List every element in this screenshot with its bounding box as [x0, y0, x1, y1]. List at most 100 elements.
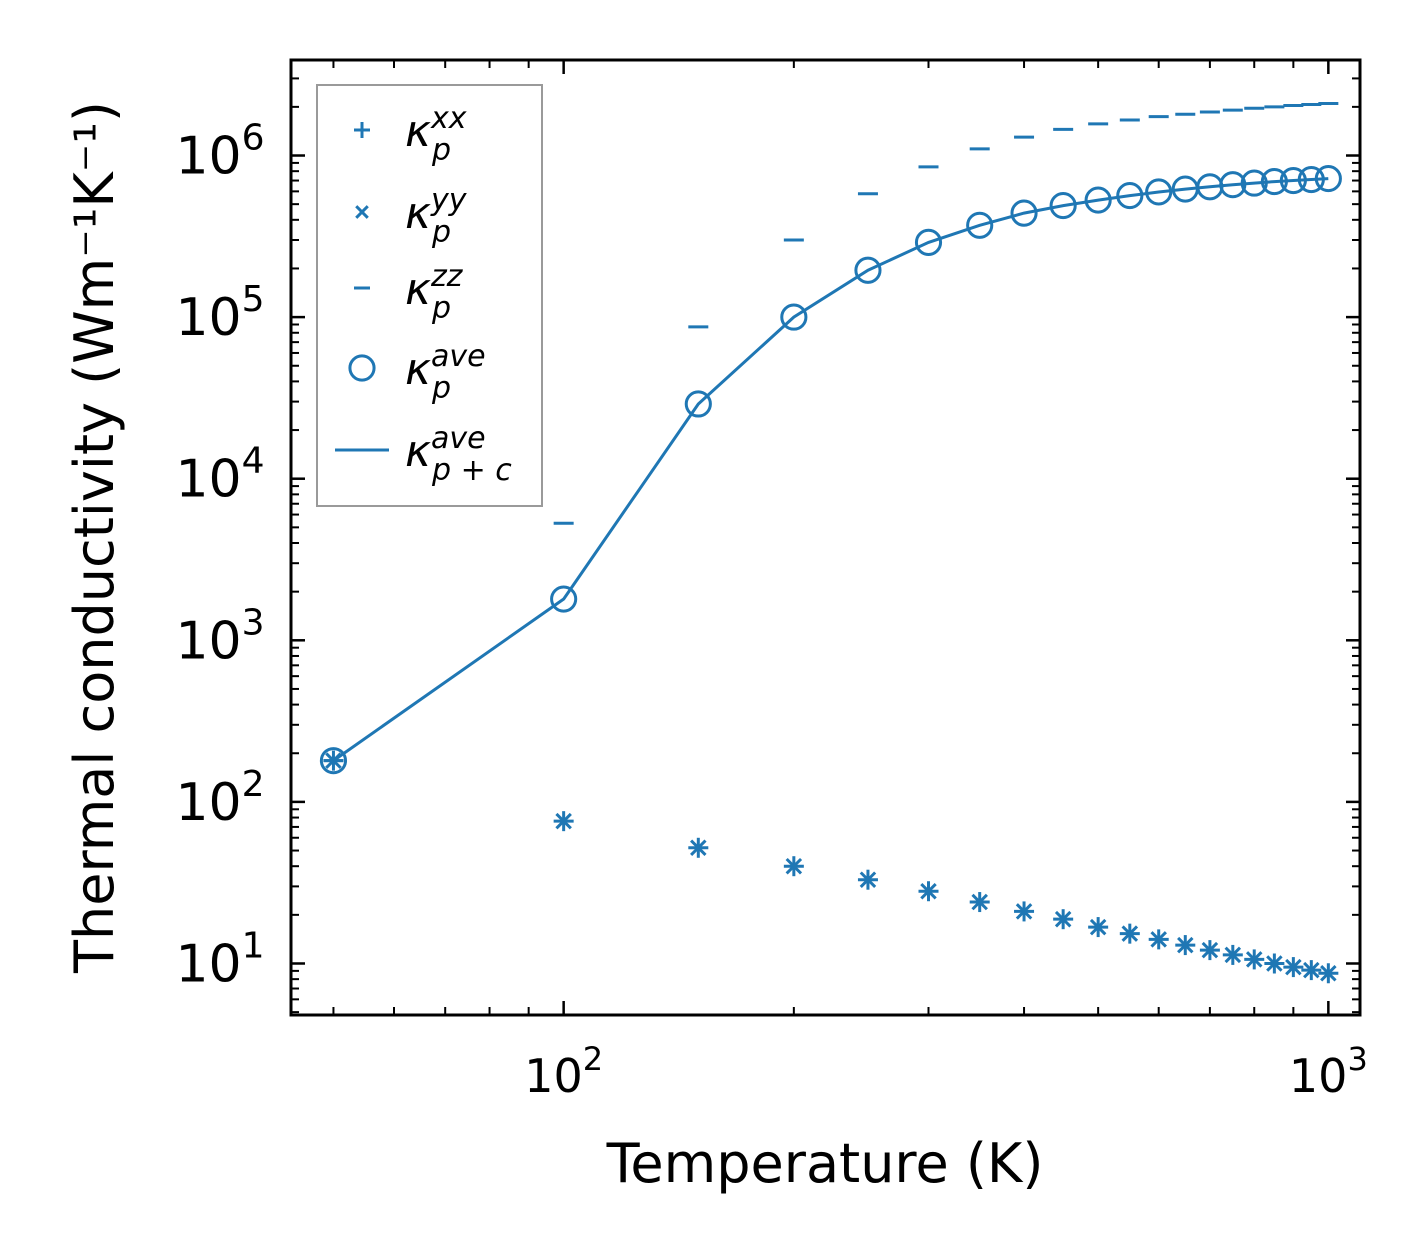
series-line [332, 177, 1329, 762]
legend-label-sub: p [431, 291, 451, 326]
data-point-ring [780, 303, 808, 331]
y-tick-label: 105 [175, 279, 264, 348]
data-point [1054, 910, 1072, 928]
data-point-d2 [690, 839, 707, 857]
data-point-ring [854, 256, 882, 284]
legend-label-sub: p [431, 133, 451, 168]
data-point-ring [1049, 192, 1077, 220]
data-point [1015, 903, 1033, 920]
legend-marker [355, 205, 369, 219]
legend-label: κzz [405, 259, 464, 315]
legend-marker-d2 [355, 205, 369, 219]
data-point [1285, 958, 1302, 976]
data-point [1245, 951, 1263, 968]
data-point-ring [1010, 199, 1038, 227]
y-tick-label: 103 [175, 602, 264, 671]
data-point [1150, 931, 1167, 948]
legend-label: κxx [405, 101, 467, 157]
data-point [1121, 925, 1139, 942]
y-tick-label: 101 [175, 925, 264, 994]
series-kappa_p^xx [323, 750, 1339, 984]
data-point-ring [550, 585, 578, 613]
data-point [854, 256, 882, 284]
data-point [1089, 918, 1107, 936]
data-point-d2 [1285, 958, 1302, 976]
data-point-d2 [1015, 903, 1033, 920]
data-point-ring [319, 747, 348, 775]
legend-label: κave [405, 421, 486, 477]
y-tick-labels: 101 102 103 104 105 106 [175, 118, 264, 995]
data-point [1266, 955, 1283, 972]
data-point [1084, 186, 1112, 214]
data-point-ring [914, 228, 943, 256]
data-point [684, 390, 712, 418]
data-point-d2 [971, 893, 988, 911]
legend-box [316, 84, 543, 507]
data-point-ring [1084, 186, 1112, 214]
legend-label: κyy [405, 183, 468, 239]
data-point [920, 882, 937, 900]
data-point [1010, 199, 1038, 227]
data-point-d2 [555, 812, 572, 830]
x-tick-label: 102 [524, 1040, 603, 1103]
data-point [1201, 941, 1219, 959]
y-axis-label: Thermal conductivity (Wm⁻¹K⁻¹) [63, 101, 126, 974]
legend-label: κave [405, 339, 486, 395]
x-axis-label: Temperature (K) [606, 1132, 1044, 1195]
series-kappa_p+c^ave [332, 177, 1329, 762]
y-tick-label: 106 [175, 118, 264, 187]
data-point-d2 [1224, 946, 1242, 964]
data-point [690, 839, 707, 857]
data-point-d2 [785, 857, 803, 875]
plot-frame [289, 58, 1362, 1017]
x-tick-label: 103 [1289, 1040, 1368, 1103]
data-point [1224, 946, 1242, 964]
data-point [1303, 961, 1320, 979]
legend-marker-ring [348, 354, 376, 382]
data-point [1177, 936, 1194, 954]
data-point-d2 [1266, 955, 1283, 972]
legend-label-sub: p [431, 371, 451, 406]
data-point-d2 [1121, 925, 1139, 942]
data-point-d2 [1201, 941, 1219, 959]
data-point [555, 812, 572, 830]
legend-label-sub: p + c [431, 453, 512, 488]
data-point [550, 585, 578, 613]
data-point-d2 [1089, 918, 1107, 936]
data-point [971, 893, 988, 911]
data-point [859, 871, 877, 888]
data-point [1320, 965, 1337, 982]
y-tick-label: 102 [175, 764, 264, 833]
data-point-d2 [920, 882, 937, 900]
plot-data [319, 101, 1342, 984]
data-point [780, 303, 808, 331]
data-point-d2 [1150, 931, 1167, 948]
data-point-ring [966, 211, 994, 239]
data-point [1049, 192, 1077, 220]
data-point-d2 [1320, 965, 1337, 982]
series-kappa_p^zz [323, 101, 1339, 763]
data-point-d2 [859, 871, 877, 888]
data-point-d2 [1054, 910, 1072, 928]
data-point-d2 [1245, 951, 1263, 968]
x-tick-labels: 102 103 [524, 1040, 1368, 1103]
legend-marker [348, 354, 376, 382]
legend-label-sub: p [431, 215, 451, 250]
data-point-d2 [1177, 936, 1194, 954]
data-point [319, 747, 348, 775]
data-point [966, 211, 994, 239]
data-point-ring [684, 390, 712, 418]
data-point-d2 [1303, 961, 1320, 979]
data-point [914, 228, 943, 256]
data-point [785, 857, 803, 875]
y-tick-label: 104 [175, 441, 264, 510]
series-kappa_p^yy [325, 752, 1337, 982]
legend-marker [354, 122, 370, 138]
